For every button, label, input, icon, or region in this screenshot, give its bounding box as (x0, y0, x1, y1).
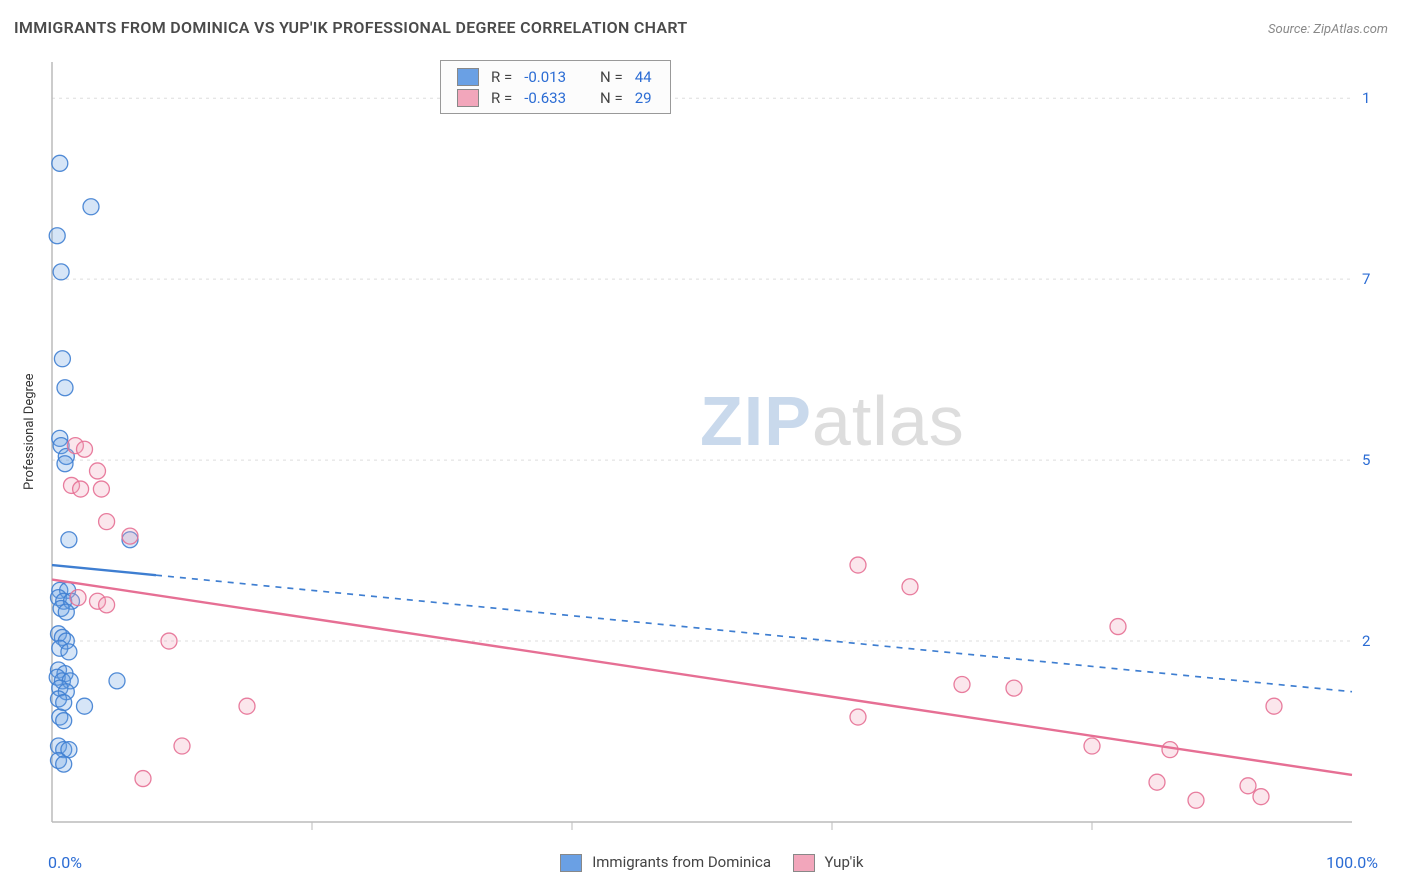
stats-legend: R = -0.013 N = 44 R = -0.633 N = 29 (440, 60, 671, 114)
legend-label-yupik: Yup'ik (824, 853, 863, 871)
swatch-dominica (457, 68, 479, 86)
svg-text:5.0%: 5.0% (1362, 451, 1370, 469)
swatch-yupik (457, 89, 479, 107)
stats-row-yupik: R = -0.633 N = 29 (451, 87, 658, 108)
y-axis-label: Professional Degree (22, 373, 37, 490)
series-legend: Immigrants from Dominica Yup'ik (0, 853, 1406, 872)
n-value-yupik: 29 (629, 87, 658, 108)
r-value-yupik: -0.633 (518, 87, 572, 108)
svg-text:2.5%: 2.5% (1362, 632, 1370, 650)
legend-label-dominica: Immigrants from Dominica (592, 853, 771, 871)
legend-swatch-dominica (560, 854, 582, 872)
svg-text:7.5%: 7.5% (1362, 270, 1370, 288)
stats-row-dominica: R = -0.013 N = 44 (451, 66, 658, 87)
n-value-dominica: 44 (629, 66, 658, 87)
scatter-chart: 2.5% 5.0% 7.5% 10.0% (48, 52, 1370, 840)
r-value-dominica: -0.013 (518, 66, 572, 87)
svg-text:10.0%: 10.0% (1362, 89, 1370, 107)
chart-title: IMMIGRANTS FROM DOMINICA VS YUP'IK PROFE… (14, 18, 687, 37)
legend-swatch-yupik (793, 854, 815, 872)
source-attribution: Source: ZipAtlas.com (1268, 22, 1388, 37)
